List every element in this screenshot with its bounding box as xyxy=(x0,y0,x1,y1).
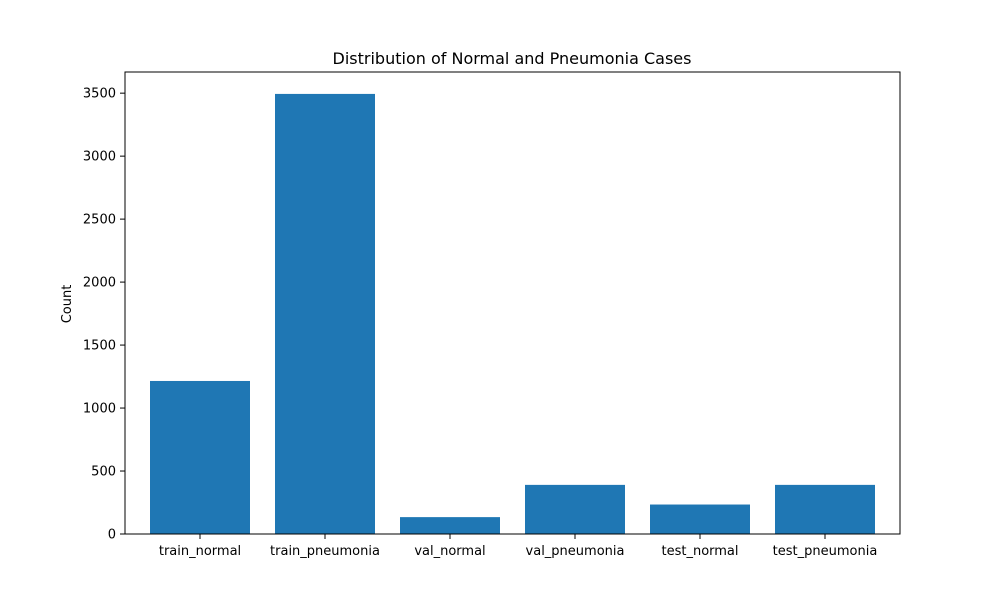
y-axis-label: Count xyxy=(60,285,75,324)
bars-layer xyxy=(150,93,875,535)
bar-test_normal xyxy=(650,504,750,534)
y-tick-label: 2000 xyxy=(83,276,116,291)
x-tick-label: val_pneumonia xyxy=(526,544,625,559)
x-tick-label: val_normal xyxy=(414,544,485,559)
y-tick-label: 500 xyxy=(91,465,116,480)
x-tick-label: test_pneumonia xyxy=(773,544,878,559)
x-tick-label: test_normal xyxy=(661,544,738,559)
y-tick-label: 3500 xyxy=(83,87,116,102)
y-axis: 0 500 1000 1500 2000 2500 3000 3500 xyxy=(83,87,125,543)
x-tick-label: train_normal xyxy=(159,544,241,559)
y-tick-label: 2500 xyxy=(83,213,116,228)
bar-train_normal xyxy=(150,380,250,534)
x-tick-label: train_pneumonia xyxy=(270,544,380,559)
x-axis: train_normal train_pneumonia val_normal val… xyxy=(159,534,877,559)
chart-title: Distribution of Normal and Pneumonia Cas… xyxy=(333,49,692,68)
y-tick-label: 1500 xyxy=(83,339,116,354)
bar-val_pneumonia xyxy=(525,484,625,534)
bar-val_normal xyxy=(400,517,500,534)
bar-train_pneumonia xyxy=(275,93,375,535)
plot-frame xyxy=(124,71,901,535)
bar-test_pneumonia xyxy=(775,484,875,534)
y-tick-label: 1000 xyxy=(83,402,116,417)
y-tick-label: 3000 xyxy=(83,150,116,165)
y-tick-label: 0 xyxy=(108,528,116,543)
